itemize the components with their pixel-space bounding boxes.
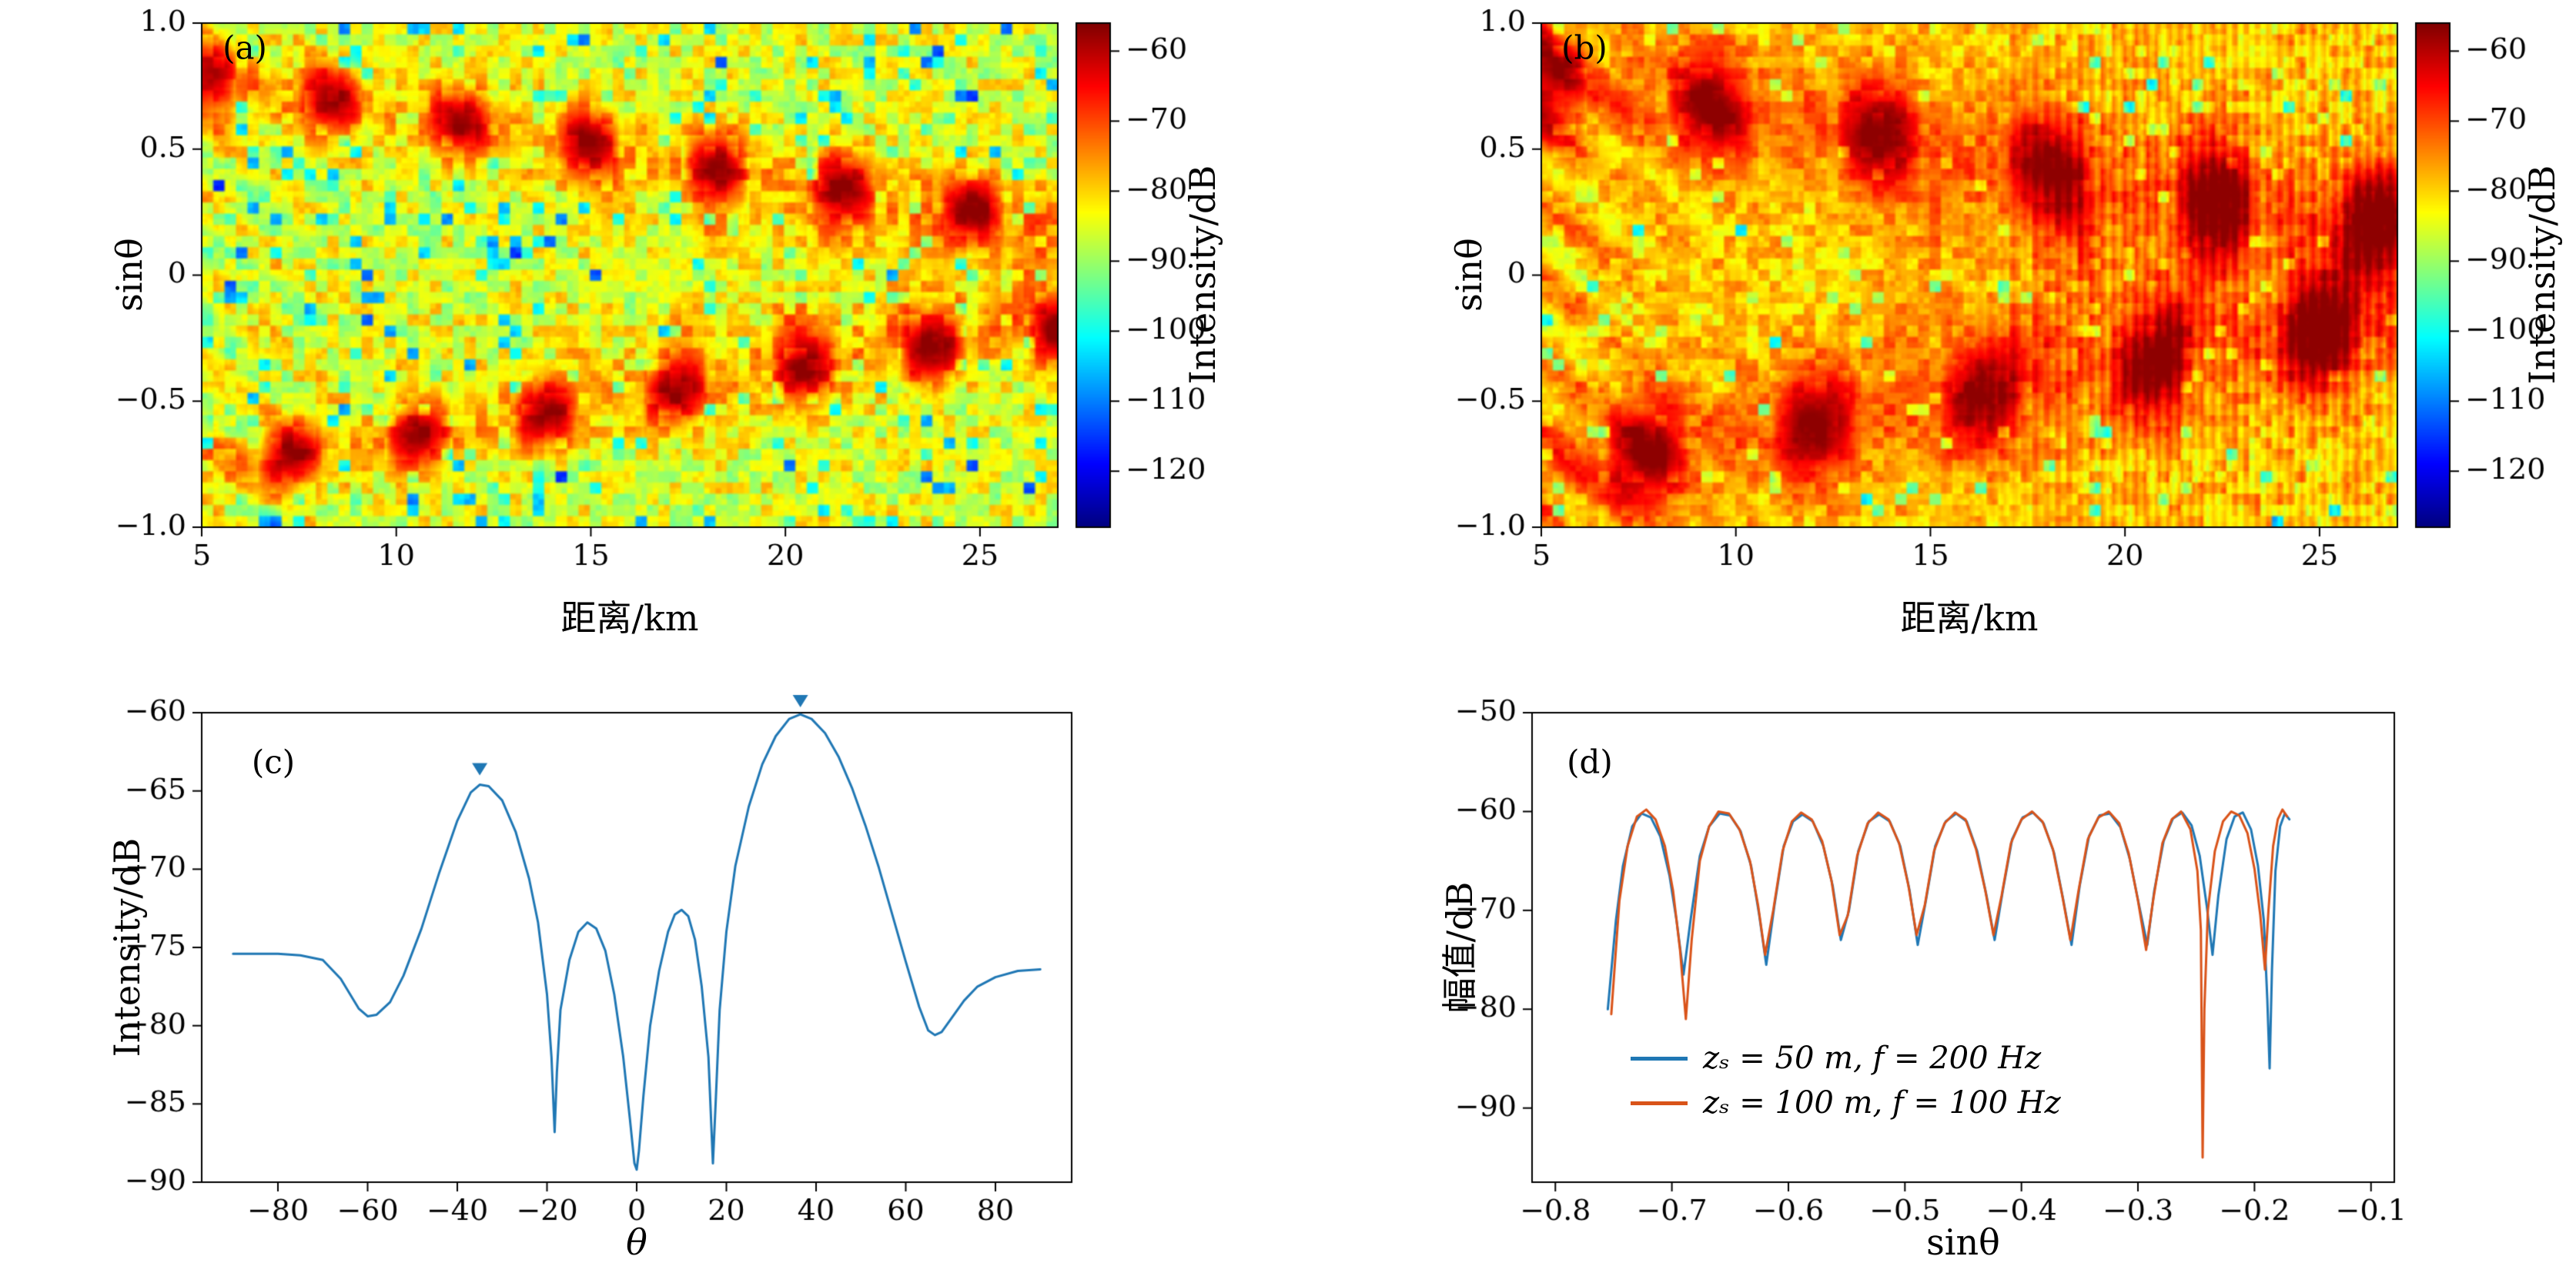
panel-c-xlabel: θ <box>626 1221 647 1263</box>
legend-label: zₛ = 100 m, f = 100 Hz <box>1703 1085 2061 1121</box>
panel-d-ylabel: 幅值/dB <box>1439 881 1480 1014</box>
line-chart-c <box>0 639 1288 1273</box>
panel-c-ylabel: Intensity/dB <box>106 837 148 1057</box>
panel-b-xlabel: 距离/km <box>1900 597 2039 639</box>
panel-c-letter: (c) <box>251 743 296 781</box>
panel-b-colorbar-label: Intensity/dB <box>2521 165 2563 385</box>
panel-a-ylabel: sinθ <box>109 238 150 312</box>
heatmap-b <box>1288 0 2576 639</box>
legend-item: zₛ = 50 m, f = 200 Hz <box>1631 1036 2061 1081</box>
heatmap-a <box>0 0 1288 639</box>
panel-a-xlabel: 距离/km <box>560 597 699 639</box>
line-chart-d <box>1288 639 2576 1273</box>
panel-a-colorbar-label: Intensity/dB <box>1182 165 1223 385</box>
panel-b-letter: (b) <box>1561 28 1607 67</box>
panel-d-xlabel: sinθ <box>1926 1221 2000 1263</box>
panel-a-letter: (a) <box>222 28 267 67</box>
panel-b-ylabel: sinθ <box>1448 238 1490 312</box>
legend: zₛ = 50 m, f = 200 Hz zₛ = 100 m, f = 10… <box>1631 1036 2061 1125</box>
legend-label: zₛ = 50 m, f = 200 Hz <box>1703 1041 2042 1076</box>
legend-line-swatch <box>1631 1056 1688 1061</box>
panel-d-letter: (d) <box>1567 743 1613 781</box>
legend-item: zₛ = 100 m, f = 100 Hz <box>1631 1081 2061 1125</box>
legend-line-swatch <box>1631 1101 1688 1105</box>
